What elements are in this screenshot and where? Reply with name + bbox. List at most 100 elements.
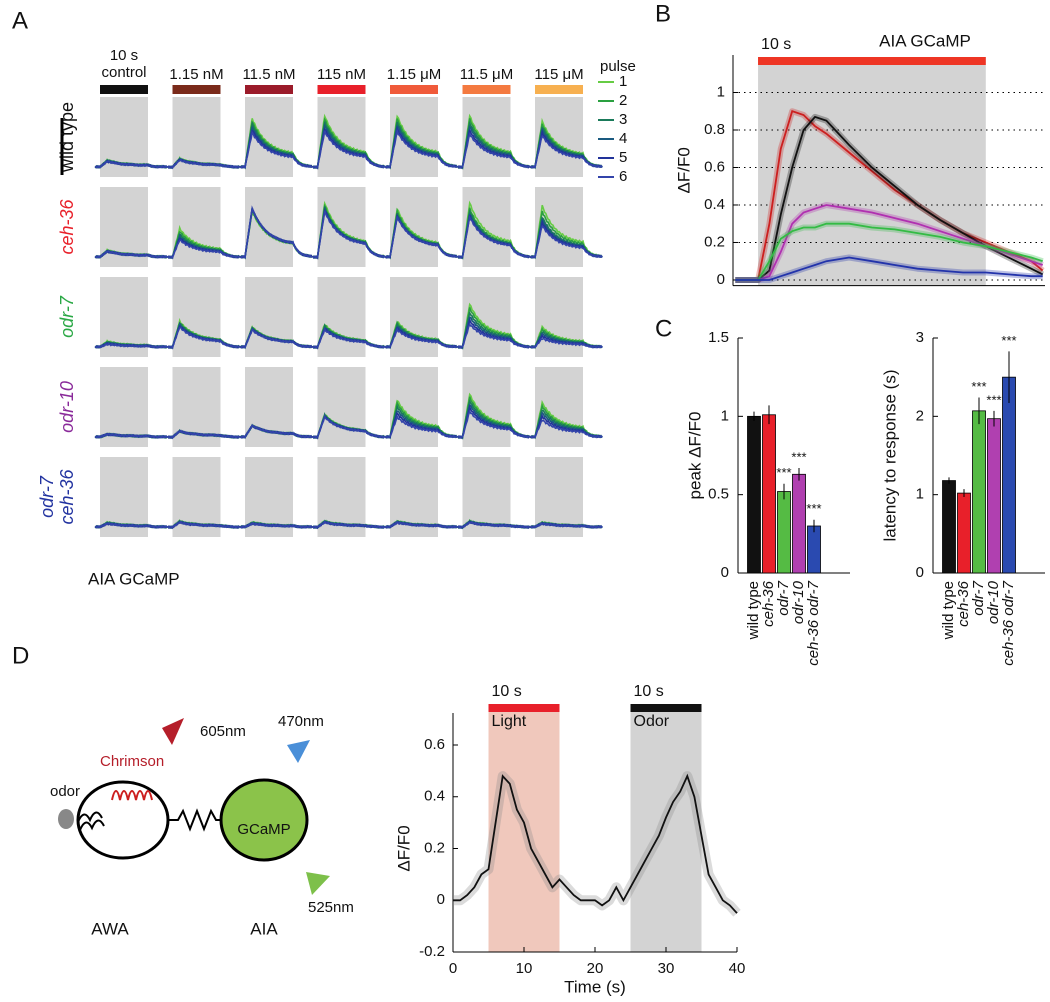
wavelength-label: 605nm bbox=[200, 723, 246, 740]
stimulus-label: Light bbox=[492, 713, 527, 730]
stimulus-bar bbox=[317, 85, 366, 94]
trace bbox=[529, 419, 603, 439]
trace bbox=[94, 160, 168, 169]
stimulus-bar bbox=[390, 85, 438, 94]
y-tick-label: 0 bbox=[717, 271, 725, 288]
awa-neuron bbox=[76, 780, 170, 860]
bar bbox=[792, 473, 806, 574]
stimulus-shade bbox=[390, 277, 438, 357]
row-label: odr-7 bbox=[57, 295, 77, 338]
significance: *** bbox=[1001, 333, 1016, 348]
stimulus-shade bbox=[317, 97, 366, 177]
legend-label: 2 bbox=[619, 92, 627, 109]
stim-label: 10 s bbox=[110, 47, 138, 64]
trace bbox=[239, 205, 313, 259]
trace bbox=[529, 135, 603, 169]
trace bbox=[457, 131, 530, 169]
stimulus-shade bbox=[245, 97, 293, 177]
x-tick-label: odr-7 bbox=[775, 580, 792, 615]
y-tick-label: 0.5 bbox=[708, 486, 729, 503]
stimulus-shade bbox=[390, 97, 438, 177]
stimulus-duration: 10 s bbox=[634, 683, 664, 700]
trace bbox=[529, 337, 603, 349]
gap-junction bbox=[168, 808, 221, 832]
stimulus-shade bbox=[390, 187, 438, 267]
x-tick-label: ceh-36 bbox=[955, 580, 972, 627]
trace bbox=[384, 127, 458, 169]
row-label: ceh-36 bbox=[57, 198, 77, 254]
trace bbox=[239, 424, 313, 439]
significance: *** bbox=[806, 501, 821, 516]
y-tick-label: 0.4 bbox=[704, 196, 725, 213]
y-tick-label: 0.6 bbox=[704, 158, 725, 175]
bar bbox=[942, 480, 956, 574]
x-tick-label: ceh-36 odr-7 bbox=[1000, 580, 1017, 665]
trace bbox=[167, 239, 241, 260]
trace bbox=[457, 316, 531, 350]
y-tick-label: 0.4 bbox=[424, 788, 445, 805]
trace bbox=[457, 200, 531, 260]
x-tick-label: 0 bbox=[449, 960, 457, 977]
y-tick-label: 0 bbox=[916, 564, 924, 581]
significance: *** bbox=[791, 449, 806, 464]
line bbox=[453, 773, 738, 914]
stimulus-shade bbox=[488, 704, 560, 952]
trace bbox=[384, 216, 458, 259]
x-tick-label: wild type bbox=[745, 581, 762, 640]
x-tick-label: 20 bbox=[587, 960, 604, 977]
x-tick-label: wild type bbox=[940, 581, 957, 640]
column-label: 11.5 nM bbox=[242, 66, 295, 83]
row-label: odr-7 bbox=[37, 475, 57, 518]
bar bbox=[762, 414, 776, 574]
stimulus-duration: 10 s bbox=[761, 36, 791, 53]
y-tick-label: 3 bbox=[916, 329, 924, 346]
y-tick-label: 0.2 bbox=[424, 839, 445, 856]
stimulus-duration: 10 s bbox=[492, 683, 522, 700]
trace bbox=[529, 411, 603, 439]
green-light-arrow bbox=[306, 872, 330, 895]
y-axis-title: peak ΔF/F0 bbox=[685, 412, 704, 500]
trace bbox=[529, 332, 603, 349]
bar bbox=[747, 415, 761, 574]
trace bbox=[167, 520, 241, 530]
trace bbox=[94, 342, 168, 349]
stimulus-bar bbox=[100, 85, 148, 94]
stimulus-shade bbox=[172, 187, 221, 267]
panel-label: B bbox=[655, 0, 671, 27]
x-axis-title: Time (s) bbox=[564, 977, 626, 996]
y-tick-label: 0.2 bbox=[704, 233, 725, 250]
red-light-arrow bbox=[162, 718, 184, 745]
wavelength-label: 525nm bbox=[308, 899, 354, 916]
odor-label: odor bbox=[50, 783, 80, 800]
trace bbox=[457, 214, 530, 259]
stimulus-shade bbox=[630, 704, 702, 952]
panel-label: C bbox=[655, 315, 672, 342]
trace bbox=[384, 414, 458, 439]
trace bbox=[384, 327, 458, 349]
column-label: 11.5 μM bbox=[460, 66, 513, 83]
x-tick-label: 10 bbox=[516, 960, 533, 977]
trace bbox=[312, 210, 386, 259]
row-label: wild type bbox=[57, 102, 77, 173]
trace bbox=[167, 429, 241, 440]
chart-title: AIA GCaMP bbox=[879, 31, 971, 50]
stimulus-shade bbox=[172, 277, 221, 357]
line bbox=[735, 222, 1043, 281]
significance: *** bbox=[986, 392, 1001, 407]
legend-label: 4 bbox=[619, 130, 627, 147]
bar bbox=[972, 410, 986, 574]
legend-label: 6 bbox=[619, 168, 627, 185]
trace bbox=[529, 522, 603, 529]
circuit-diagram: odor Chrimson 605nm 470nm 525nm GCaMP AW… bbox=[50, 713, 354, 939]
y-tick-label: 2 bbox=[916, 407, 924, 424]
stimulus-label: Odor bbox=[634, 713, 670, 730]
trace bbox=[384, 411, 458, 439]
y-axis-title: ΔF/F0 bbox=[674, 147, 693, 193]
trace bbox=[312, 413, 386, 439]
y-tick-label: 1 bbox=[916, 486, 924, 503]
trace bbox=[239, 328, 313, 349]
bar bbox=[987, 418, 1001, 574]
stimulus-shade bbox=[245, 187, 293, 267]
trace bbox=[312, 326, 386, 349]
trace bbox=[312, 520, 386, 530]
